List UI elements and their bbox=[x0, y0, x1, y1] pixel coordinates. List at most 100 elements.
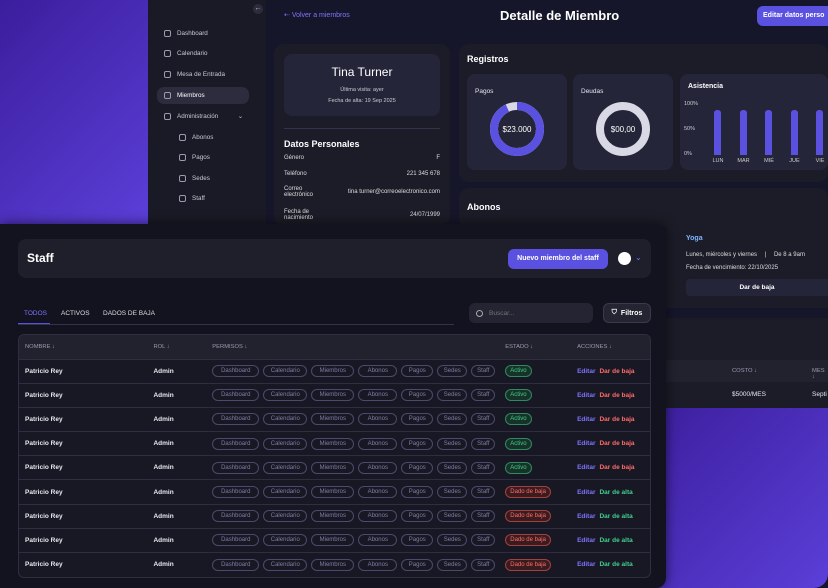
background-gradient-bottom-right bbox=[640, 408, 828, 588]
edit-link[interactable]: Editar bbox=[577, 367, 596, 375]
permission-chip: Dashboard bbox=[212, 389, 260, 402]
sidebar-collapse-button[interactable]: ← bbox=[253, 4, 263, 14]
sidebar-item-calendario[interactable]: Calendario bbox=[157, 45, 249, 62]
column-header[interactable]: ESTADO ↓ bbox=[499, 335, 572, 359]
permission-chip: Calendario bbox=[263, 510, 308, 523]
chevron-down-icon: ⌄ bbox=[237, 113, 243, 120]
filters-button[interactable]: ⛉ Filtros bbox=[603, 303, 651, 323]
page-title: Detalle de Miembro bbox=[500, 8, 620, 23]
table-row: Patricio Rey Admin Dashboard Calendario Miem… bbox=[19, 503, 650, 529]
staff-role: Admin bbox=[147, 382, 207, 408]
permission-chip: Miembros bbox=[311, 413, 355, 426]
edit-link[interactable]: Editar bbox=[577, 464, 596, 472]
tabs-divider bbox=[18, 324, 454, 325]
edit-link[interactable]: Editar bbox=[577, 440, 596, 448]
sidebar-item-mesa-de-entrada[interactable]: Mesa de Entrada bbox=[157, 66, 249, 83]
permission-chip: Calendario bbox=[263, 461, 308, 474]
avatar[interactable] bbox=[618, 252, 631, 265]
status-cell: Dado de baja bbox=[499, 503, 572, 529]
abono-hours: De 8 a 9am bbox=[773, 252, 805, 258]
table-row: Patricio Rey Admin Dashboard Calendario Miem… bbox=[19, 527, 650, 553]
edit-link[interactable]: Editar bbox=[577, 488, 596, 496]
sidebar-item-administración[interactable]: Administración ⌄ bbox=[157, 108, 249, 125]
column-header[interactable]: ROL ↓ bbox=[147, 335, 207, 359]
arrow-left-icon: ⇠ bbox=[284, 12, 292, 19]
chevron-down-icon[interactable]: ⌄ bbox=[635, 253, 642, 262]
personal-field: Género F bbox=[284, 155, 440, 161]
bg-col-costo: COSTO ↓ bbox=[732, 368, 758, 374]
actions-cell: Editar Dar de alta bbox=[571, 551, 650, 577]
tab-activos[interactable]: ACTIVOS bbox=[61, 310, 90, 317]
permission-chip: Staff bbox=[471, 534, 496, 547]
permission-chip: Calendario bbox=[263, 437, 308, 450]
permission-chip: Sedes bbox=[437, 461, 468, 474]
toggle-status-link[interactable]: Dar de baja bbox=[599, 464, 635, 472]
edit-link[interactable]: Editar bbox=[577, 536, 596, 544]
permission-chip: Miembros bbox=[311, 365, 355, 378]
search-box[interactable] bbox=[469, 303, 593, 323]
staff-role: Admin bbox=[147, 527, 207, 553]
field-value: 221 345 678 bbox=[406, 171, 440, 177]
toggle-status-link[interactable]: Dar de baja bbox=[599, 440, 635, 448]
y-tick-label: 50% bbox=[684, 126, 696, 132]
toggle-status-link[interactable]: Dar de alta bbox=[599, 561, 633, 569]
personal-field: Teléfono 221 345 678 bbox=[284, 171, 440, 177]
edit-link[interactable]: Editar bbox=[577, 415, 596, 423]
toggle-status-link[interactable]: Dar de alta bbox=[599, 488, 633, 496]
status-cell: Dado de baja bbox=[499, 479, 572, 505]
permissions-cell: Dashboard Calendario Miembros Abonos Pagos Se… bbox=[206, 455, 500, 480]
tab-todos[interactable]: TODOS bbox=[24, 310, 47, 317]
chart-bar bbox=[739, 110, 747, 155]
edit-link[interactable]: Editar bbox=[577, 512, 596, 520]
tab-dados-de-baja[interactable]: DADOS DE BAJA bbox=[103, 310, 156, 317]
permission-chip: Dashboard bbox=[212, 558, 260, 571]
status-cell: Activo bbox=[499, 382, 572, 408]
column-header[interactable]: ACCIONES ↓ bbox=[571, 335, 650, 359]
status-badge: Activo bbox=[505, 413, 532, 426]
sidebar-subitem-sedes[interactable]: Sedes bbox=[172, 170, 250, 187]
search-input[interactable] bbox=[489, 309, 584, 317]
permission-chip: Staff bbox=[471, 461, 496, 474]
permission-chip: Dashboard bbox=[212, 486, 260, 499]
y-tick-label: 100% bbox=[684, 101, 699, 107]
abono-cancel-button[interactable]: Dar de baja bbox=[686, 279, 828, 296]
bg-mes-value: Septi bbox=[812, 391, 827, 398]
pagos-value: $23.000 bbox=[502, 125, 532, 134]
registros-title: Registros bbox=[467, 54, 509, 64]
actions-cell: Editar Dar de alta bbox=[571, 527, 650, 553]
building-icon bbox=[179, 175, 186, 182]
admin-icon bbox=[164, 113, 171, 120]
status-cell: Dado de baja bbox=[499, 527, 572, 553]
toggle-status-link[interactable]: Dar de alta bbox=[599, 512, 633, 520]
staff-name: Patricio Rey bbox=[19, 455, 148, 480]
sidebar-subitem-staff[interactable]: Staff bbox=[172, 190, 250, 207]
edit-member-button[interactable]: Editar datos perso bbox=[757, 6, 828, 26]
sidebar-subitem-pagos[interactable]: Pagos bbox=[172, 149, 250, 166]
toggle-status-link[interactable]: Dar de alta bbox=[599, 536, 633, 544]
sidebar-subitem-label: Staff bbox=[192, 195, 205, 202]
column-header[interactable]: PERMISOS ↓ bbox=[206, 335, 500, 359]
bg-table-header bbox=[666, 360, 828, 382]
actions-cell: Editar Dar de baja bbox=[571, 382, 650, 408]
new-staff-button[interactable]: Nuevo miembro del staff bbox=[508, 249, 608, 269]
column-header[interactable]: NOMBRE ↓ bbox=[19, 335, 148, 359]
table-row: Patricio Rey Admin Dashboard Calendario Miem… bbox=[19, 358, 650, 384]
sidebar-item-dashboard[interactable]: Dashboard bbox=[157, 25, 249, 42]
sidebar-subitem-abonos[interactable]: Abonos bbox=[172, 129, 250, 146]
table-row: Patricio Rey Admin Dashboard Calendario Miem… bbox=[19, 431, 650, 456]
chart-bar bbox=[790, 110, 798, 155]
toggle-status-link[interactable]: Dar de baja bbox=[599, 415, 635, 423]
actions-cell: Editar Dar de baja bbox=[571, 358, 650, 384]
x-tick-label: LUN bbox=[712, 158, 724, 164]
back-link[interactable]: ⇠ Volver a miembros bbox=[284, 12, 350, 19]
staff-role: Admin bbox=[147, 503, 207, 529]
toggle-status-link[interactable]: Dar de baja bbox=[599, 367, 635, 375]
edit-link[interactable]: Editar bbox=[577, 561, 596, 569]
toggle-status-link[interactable]: Dar de baja bbox=[599, 391, 635, 399]
edit-link[interactable]: Editar bbox=[577, 391, 596, 399]
sidebar-item-miembros[interactable]: Miembros bbox=[157, 87, 249, 104]
permission-chip: Miembros bbox=[311, 510, 355, 523]
deudas-label: Deudas bbox=[581, 88, 604, 95]
field-value: tina turner@correoelectronico.com bbox=[347, 189, 440, 195]
permission-chip: Calendario bbox=[263, 365, 308, 378]
